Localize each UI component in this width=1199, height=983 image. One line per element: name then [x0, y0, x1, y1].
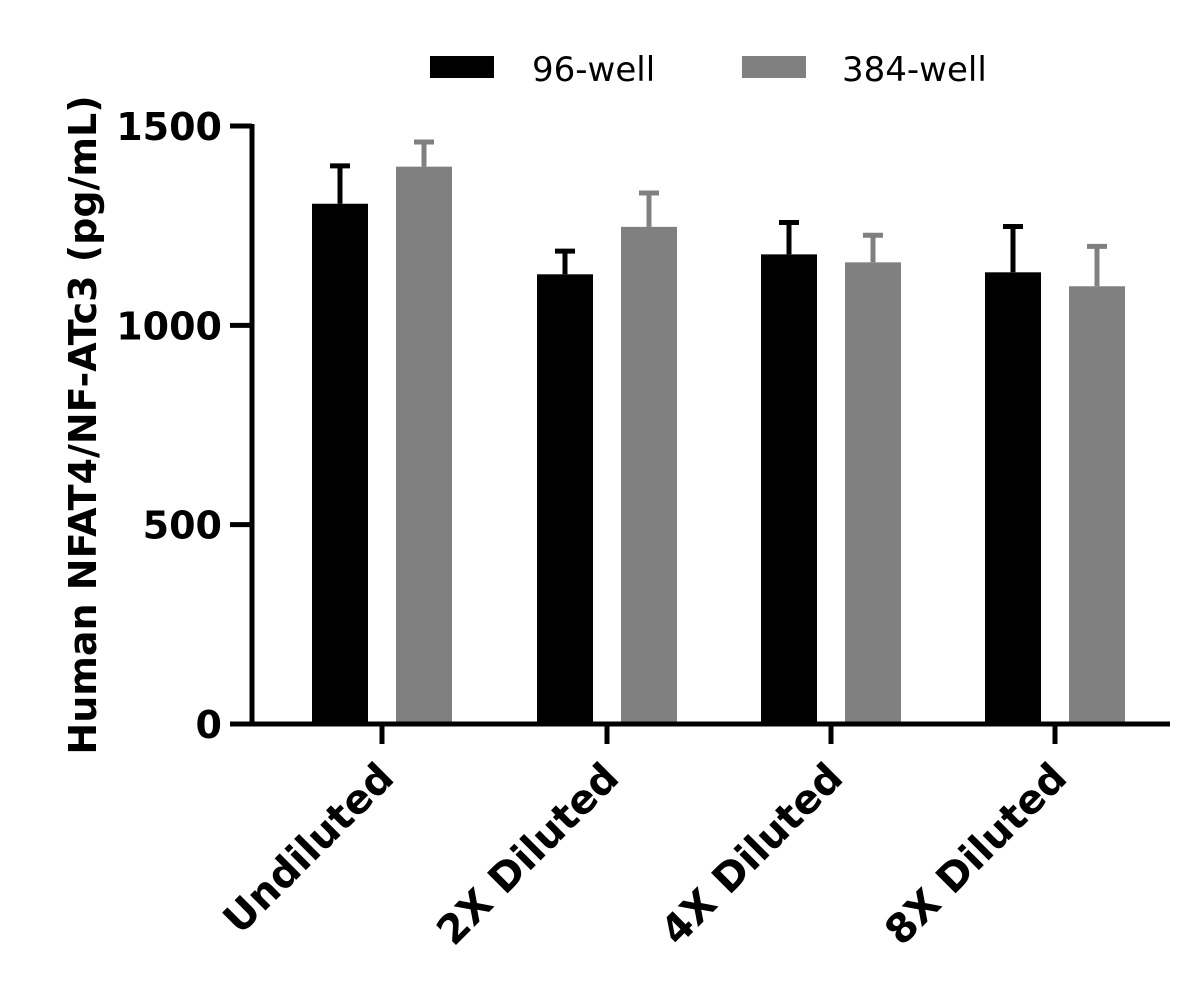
x-category-label-3: 4X Diluted: [652, 755, 852, 955]
plot-area: 0 500 1000 1500 Undiluted 2X Diluted 4X Dilute…: [116, 105, 1170, 954]
bar-96-well-3: [761, 254, 817, 724]
y-axis-label: Human NFAT4/NF-ATc3 (pg/mL): [61, 95, 105, 754]
bar-96-well-4: [985, 272, 1041, 724]
x-category-label-2: 2X Diluted: [428, 755, 628, 955]
legend-label-96-well: 96-well: [532, 50, 655, 90]
bar-384-well-1: [396, 166, 452, 724]
bar-384-well-4: [1069, 286, 1125, 724]
x-category-label-1: Undiluted: [215, 755, 403, 943]
bar-96-well-2: [537, 274, 593, 724]
y-tick-label-1500: 1500: [116, 105, 222, 149]
legend: 96-well 384-well: [430, 50, 987, 90]
bar-384-well-3: [845, 262, 901, 724]
y-tick-label-0: 0: [196, 703, 222, 747]
legend-swatch-96-well: [430, 56, 494, 78]
y-tick-label-1000: 1000: [116, 304, 222, 348]
bar-384-well-2: [621, 226, 677, 724]
bar-96-well-1: [312, 203, 368, 725]
legend-swatch-384-well: [742, 56, 806, 78]
x-category-label-4: 8X Diluted: [876, 755, 1076, 955]
y-tick-label-500: 500: [143, 504, 222, 548]
legend-label-384-well: 384-well: [842, 50, 987, 90]
